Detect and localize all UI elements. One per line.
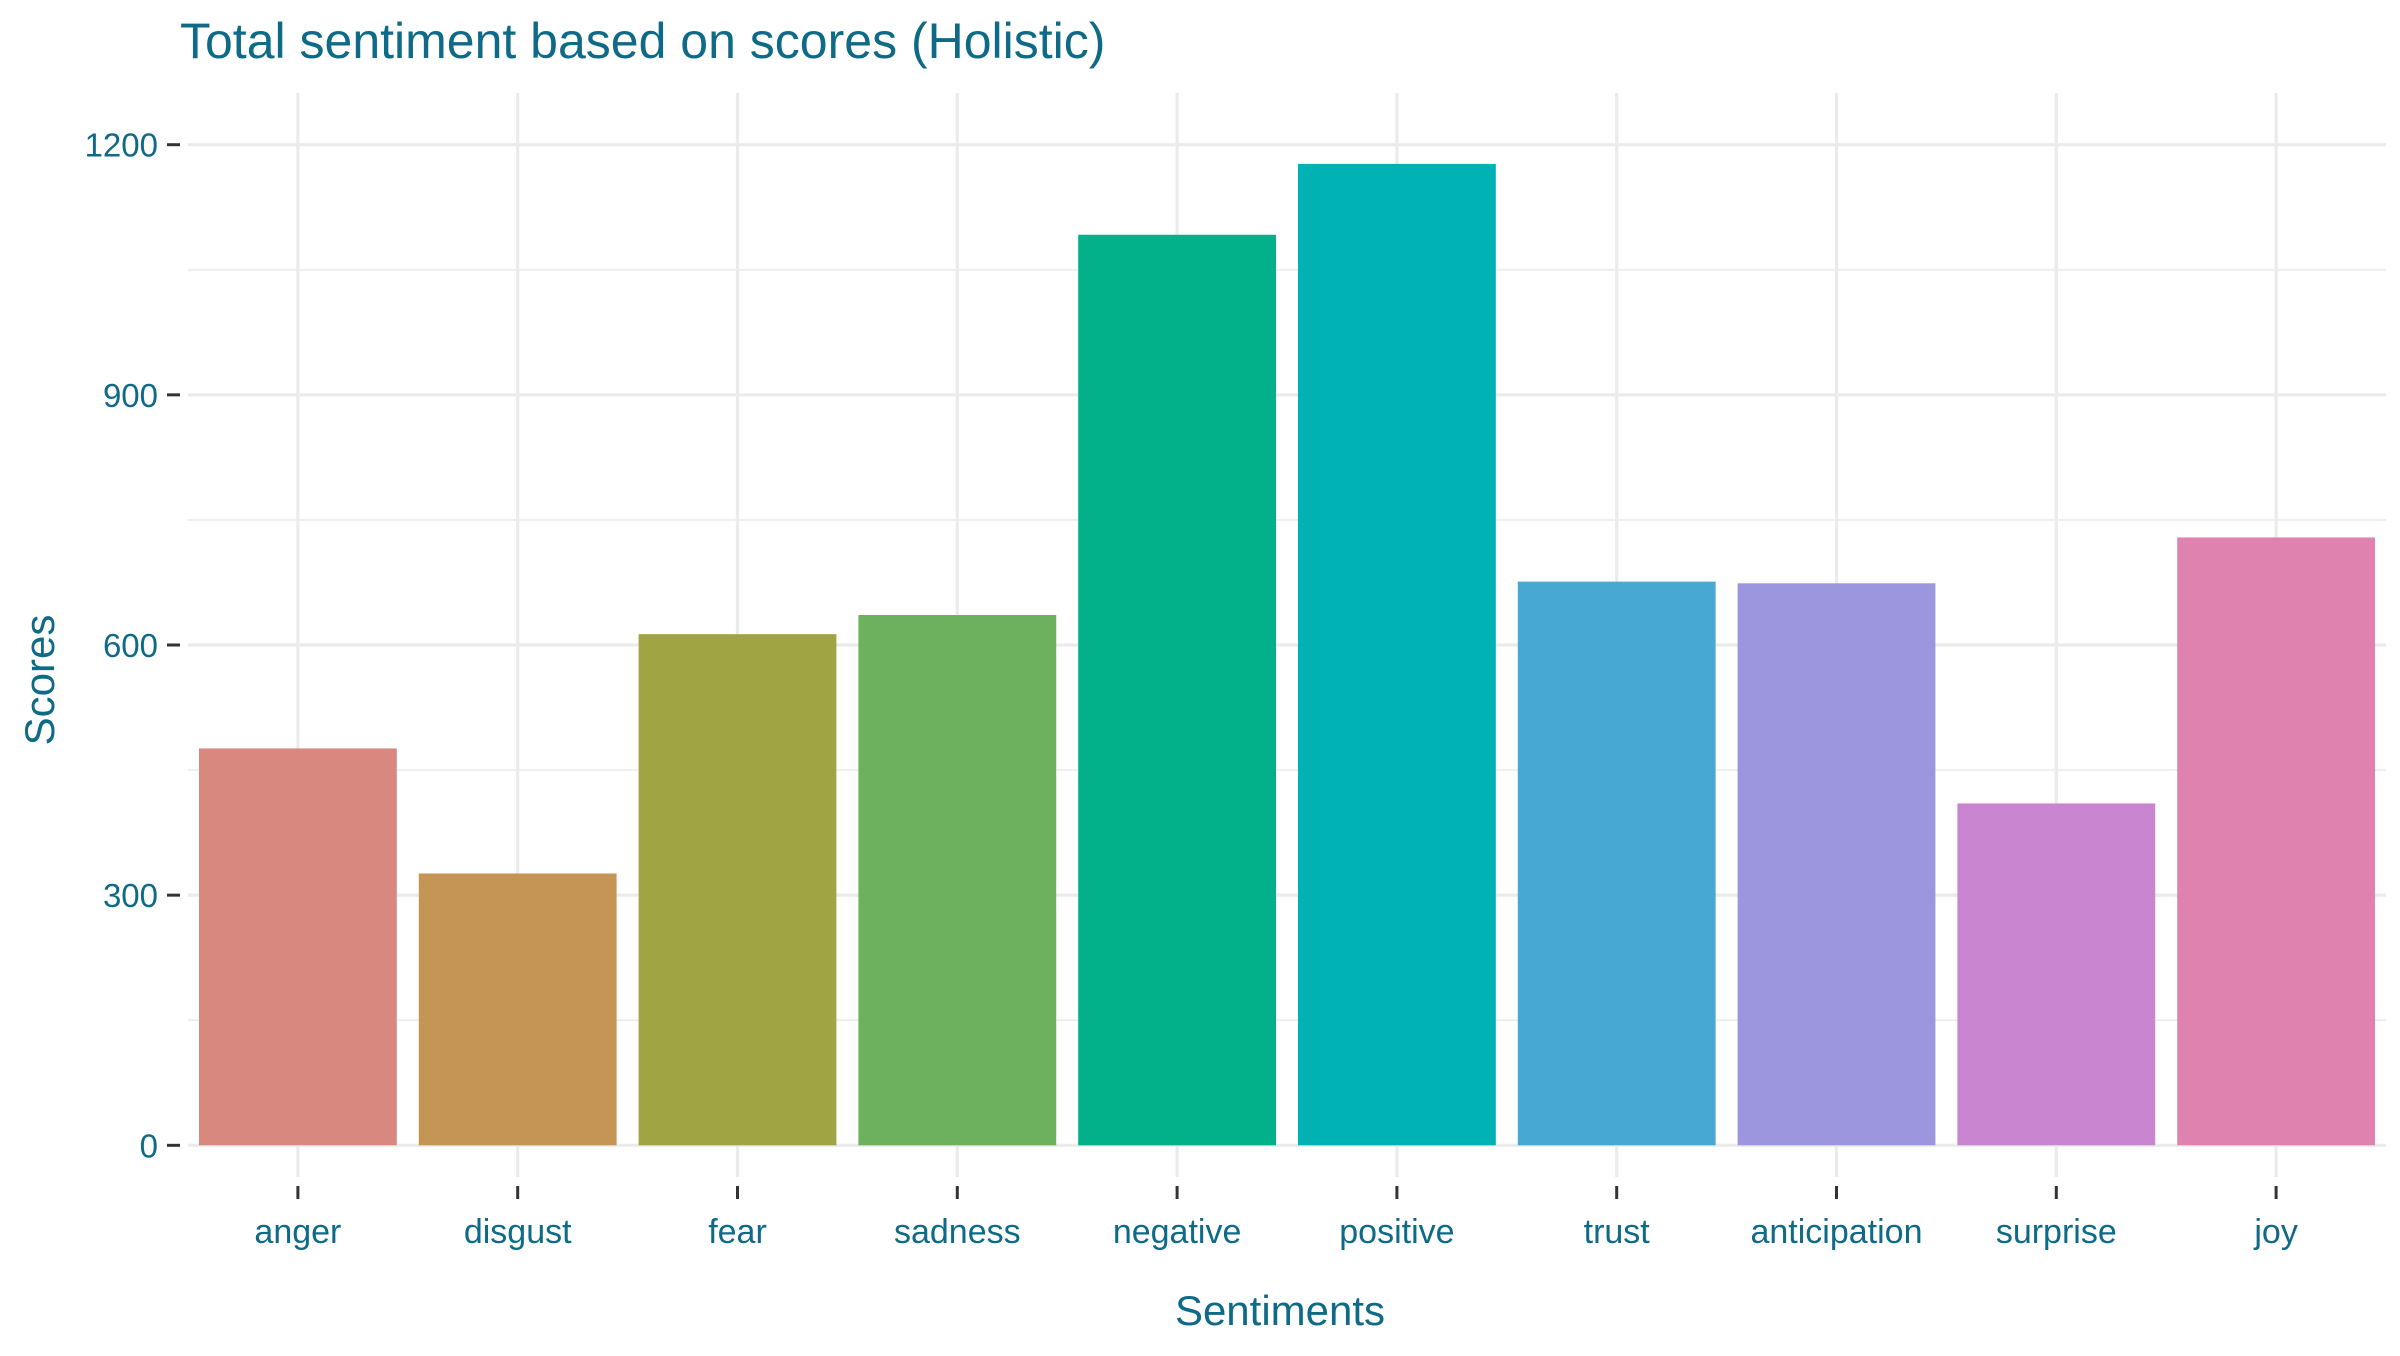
x-tick-label: sadness xyxy=(894,1213,1021,1251)
bar-joy xyxy=(2177,537,2376,1146)
x-axis-title: Sentiments xyxy=(1175,1287,1385,1334)
y-axis-title: Scores xyxy=(16,615,63,746)
bar-trust xyxy=(1517,581,1716,1146)
x-tick-label: surprise xyxy=(1996,1213,2117,1251)
bar-sadness xyxy=(858,614,1057,1146)
bar-anticipation xyxy=(1737,583,1936,1146)
y-tick-label: 600 xyxy=(103,627,158,664)
x-tick-label: fear xyxy=(708,1213,767,1251)
y-tick-label: 1200 xyxy=(85,127,158,164)
x-tick-label: anticipation xyxy=(1750,1213,1922,1251)
x-tick-label: trust xyxy=(1584,1213,1651,1251)
y-tick-label: 900 xyxy=(103,377,158,414)
x-tick-label: joy xyxy=(2253,1213,2297,1251)
y-tick-label: 300 xyxy=(103,877,158,914)
bar-disgust xyxy=(418,873,617,1146)
axes: 0 300 600 900 1200 anger disgust fear sadness neg… xyxy=(85,127,2298,1251)
bar-negative xyxy=(1078,234,1277,1146)
x-tick-label: disgust xyxy=(464,1213,572,1251)
x-tick-label: anger xyxy=(254,1213,341,1251)
x-tick-label: negative xyxy=(1113,1213,1242,1251)
chart-title: Total sentiment based on scores (Holisti… xyxy=(180,13,1105,69)
bar-anger xyxy=(198,748,397,1146)
x-tick-label: positive xyxy=(1339,1213,1454,1251)
bar-fear xyxy=(638,634,837,1146)
bar-surprise xyxy=(1957,803,2156,1146)
y-tick-label: 0 xyxy=(140,1127,158,1164)
bars xyxy=(198,163,2376,1146)
bar-positive xyxy=(1297,163,1496,1146)
